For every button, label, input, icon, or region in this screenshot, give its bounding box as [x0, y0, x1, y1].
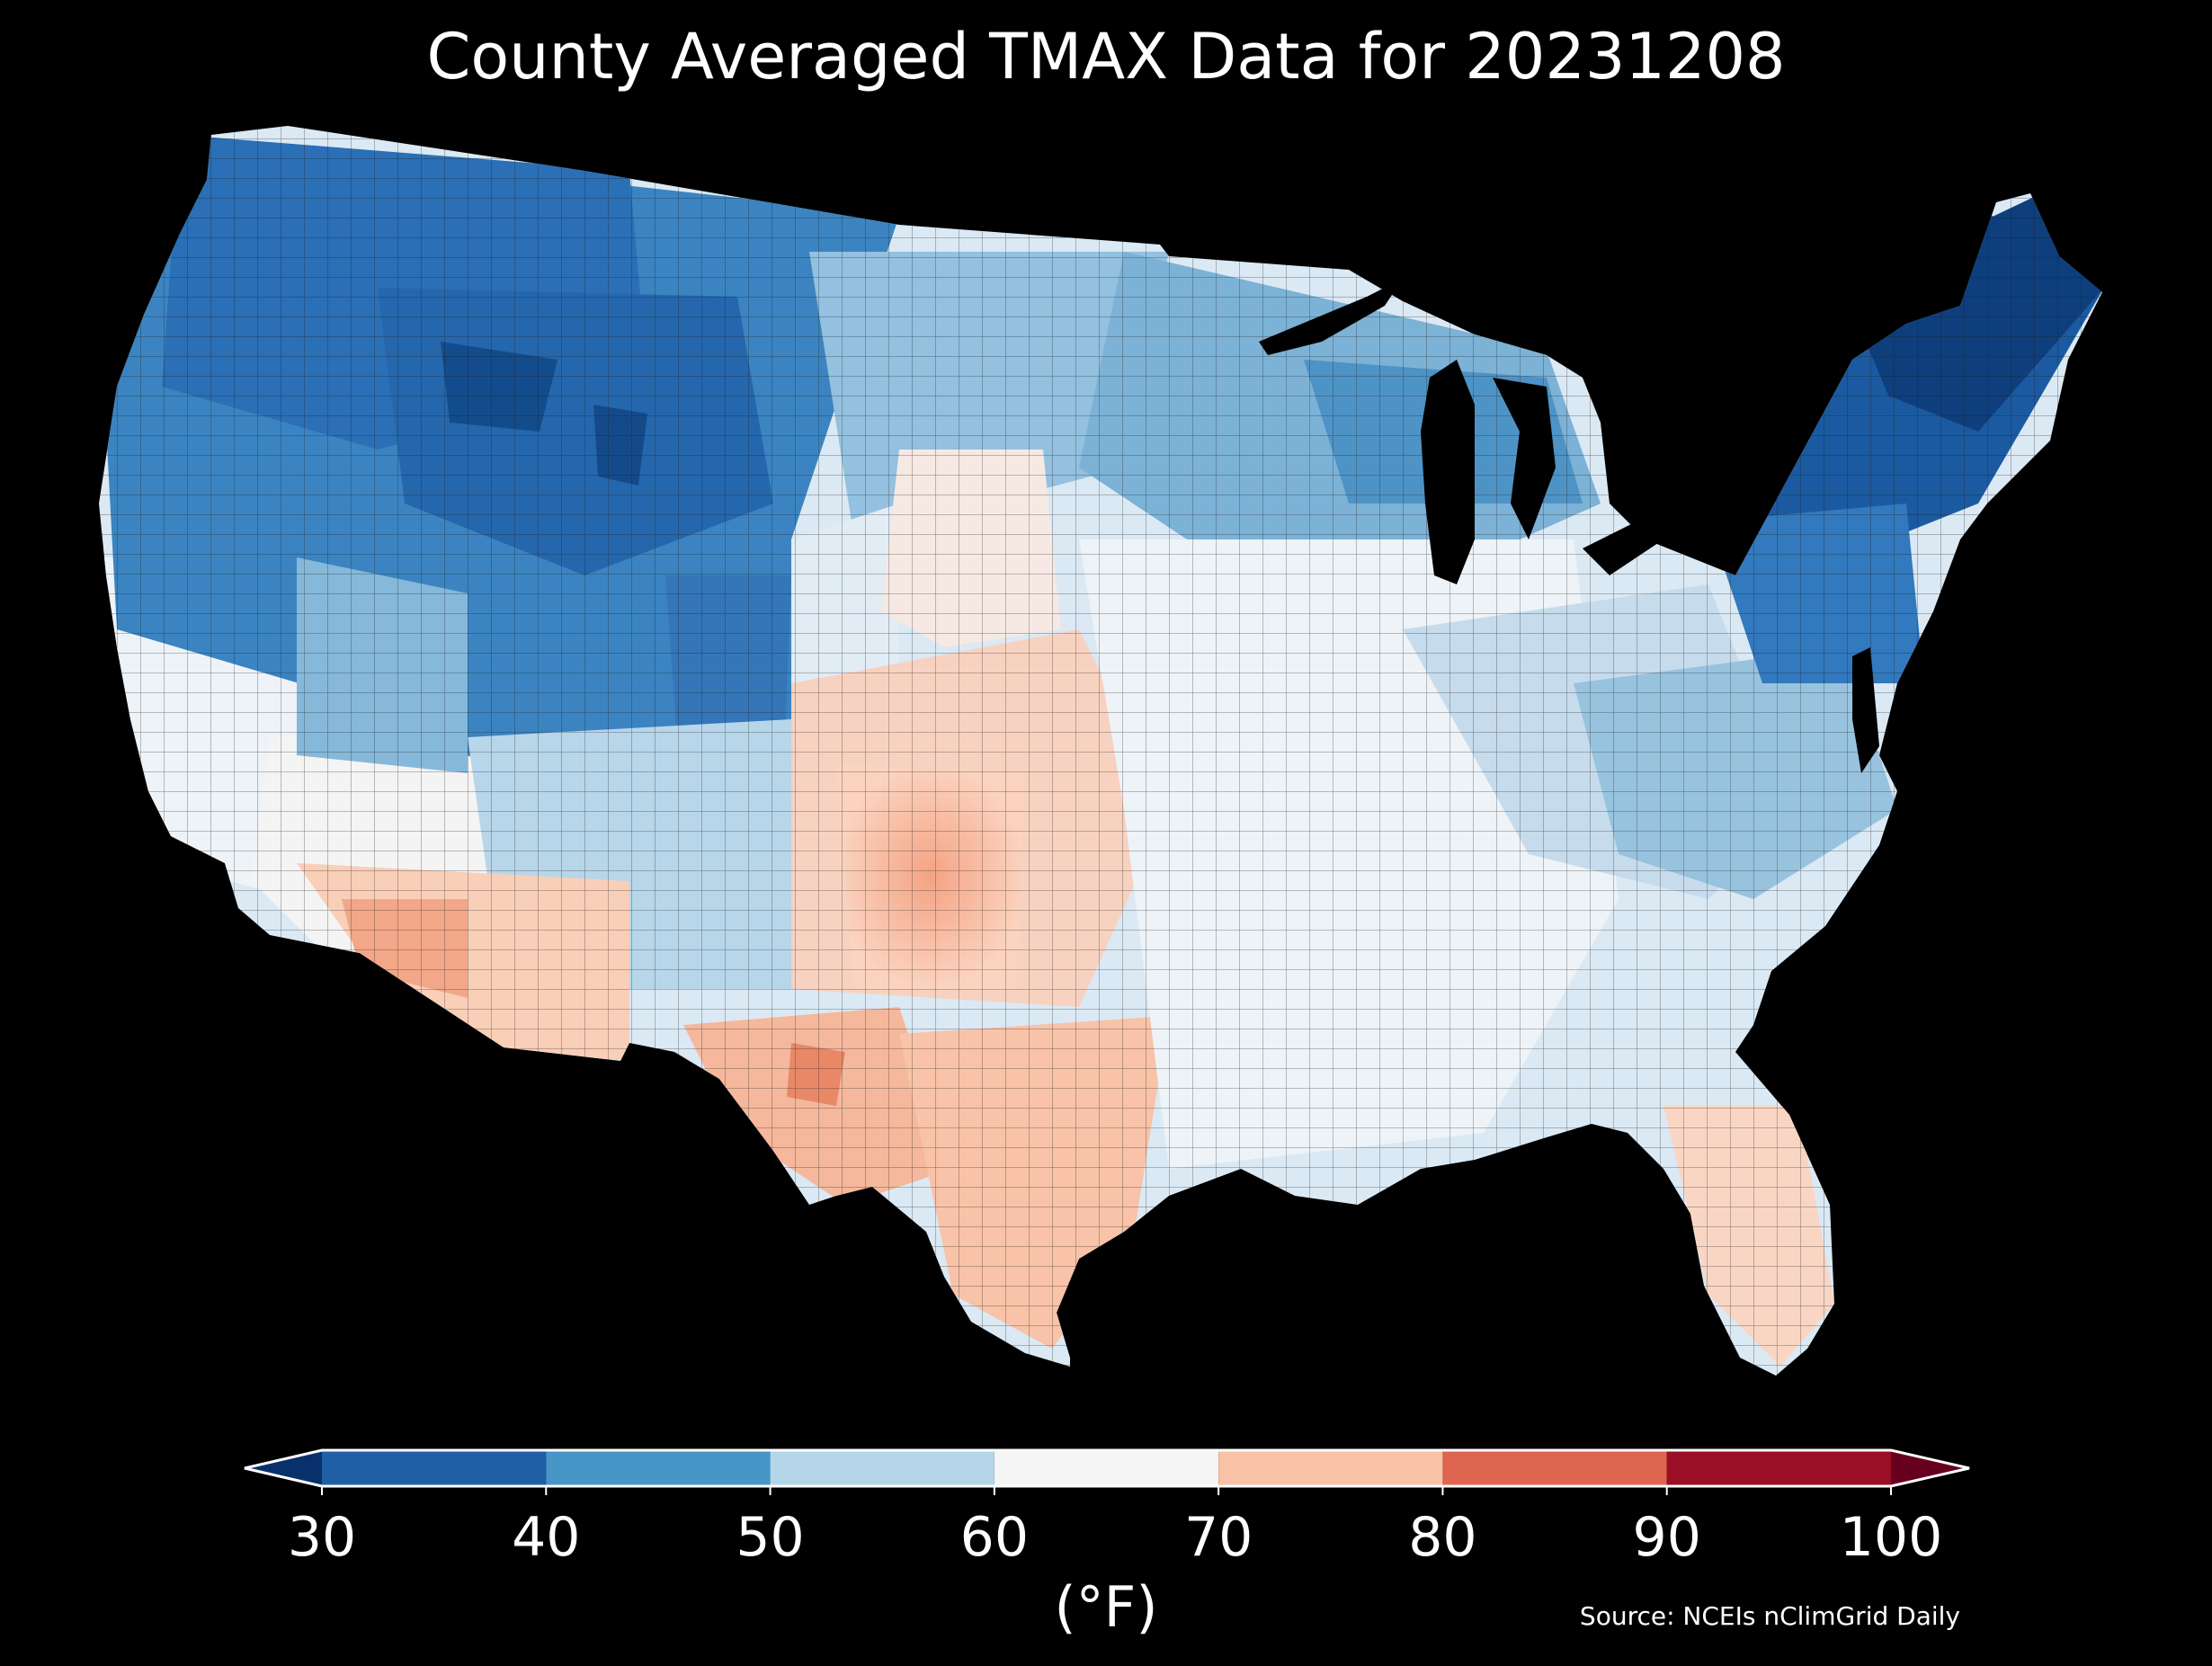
colorbar-under-arrow	[245, 1450, 322, 1486]
chesapeake-bay	[1852, 647, 1879, 773]
colorbar-bin-4	[1218, 1450, 1443, 1486]
map-title: County Averaged TMAX Data for 20231208	[426, 20, 1786, 94]
colorbar-tick-label: 50	[736, 1506, 805, 1569]
colorbar-bin-2	[770, 1450, 995, 1486]
lake-michigan	[1421, 360, 1475, 584]
colorbar-tick-label: 60	[959, 1506, 1030, 1569]
colorbar-tick-label: 90	[1632, 1506, 1701, 1569]
colorbar-bin-6	[1666, 1450, 1891, 1486]
colorbar-bins	[322, 1450, 1891, 1486]
colorbar-tick-label: 100	[1839, 1506, 1943, 1569]
colorbar-bin-3	[994, 1450, 1219, 1486]
colorbar-over-arrow	[1891, 1450, 1969, 1486]
lake-ontario	[1690, 414, 1789, 450]
lake-huron	[1493, 378, 1556, 539]
colorbar-bin-0	[322, 1450, 547, 1486]
colorbar-tick-label: 40	[512, 1506, 581, 1569]
colorbar-tick-label: 70	[1183, 1506, 1253, 1569]
colorbar-unit-label: (°F)	[1054, 1574, 1158, 1640]
source-credit: Source: NCEIs nClimGrid Daily	[1579, 1601, 1960, 1631]
colorbar-bin-1	[546, 1450, 771, 1486]
lake-superior	[1259, 279, 1403, 355]
colorbar-ticks	[321, 1486, 1892, 1495]
lake-erie	[1583, 503, 1690, 575]
colorbar-tick-label: 30	[287, 1506, 357, 1569]
colorbar-bin-5	[1442, 1450, 1667, 1486]
colorbar-tick-label: 80	[1408, 1506, 1477, 1569]
